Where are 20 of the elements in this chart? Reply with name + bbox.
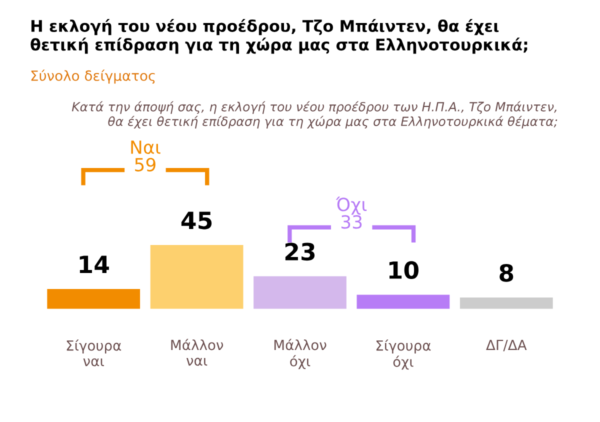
bar [460, 298, 553, 309]
bar [150, 245, 244, 309]
chart-title: Η εκλογή του νέου προέδρου, Τζο Μπάιντεν, θα έχει θετική επίδραση για τη χώρα μας στα Ελληνοτουρκικά; [30, 18, 528, 54]
x-tick-label: Σίγουρα ναι [66, 339, 122, 366]
bar [47, 289, 140, 309]
x-tick-label: Σίγουρα όχι [376, 339, 431, 370]
x-tick-label: ΔΓ/ΔΑ [486, 340, 527, 352]
bar [356, 294, 450, 309]
data-label: 8 [500, 264, 514, 282]
text: Όχι 33 [336, 196, 367, 229]
data-label: 14 [80, 256, 109, 274]
x-tick-label: Μάλλον όχι [274, 338, 326, 370]
chart-subtitle: Σύνολο δείγματος [31, 70, 155, 84]
bar [254, 276, 346, 309]
text: Κατά την άποψή σας, η εκλογή του νέου προέδρου των Η.Π.Α., Τζο Μπάιντεν, θα έχει θετική επίδραση για τη χώρα μας στα Ελληνοτουρκικά θέματα; [72, 101, 558, 129]
text: Ναι 59 [131, 140, 160, 172]
data-label: 10 [389, 261, 418, 280]
data-label: 23 [285, 242, 315, 261]
x-tick-label: Μάλλον ναι [171, 338, 224, 366]
data-label: 45 [181, 212, 212, 230]
